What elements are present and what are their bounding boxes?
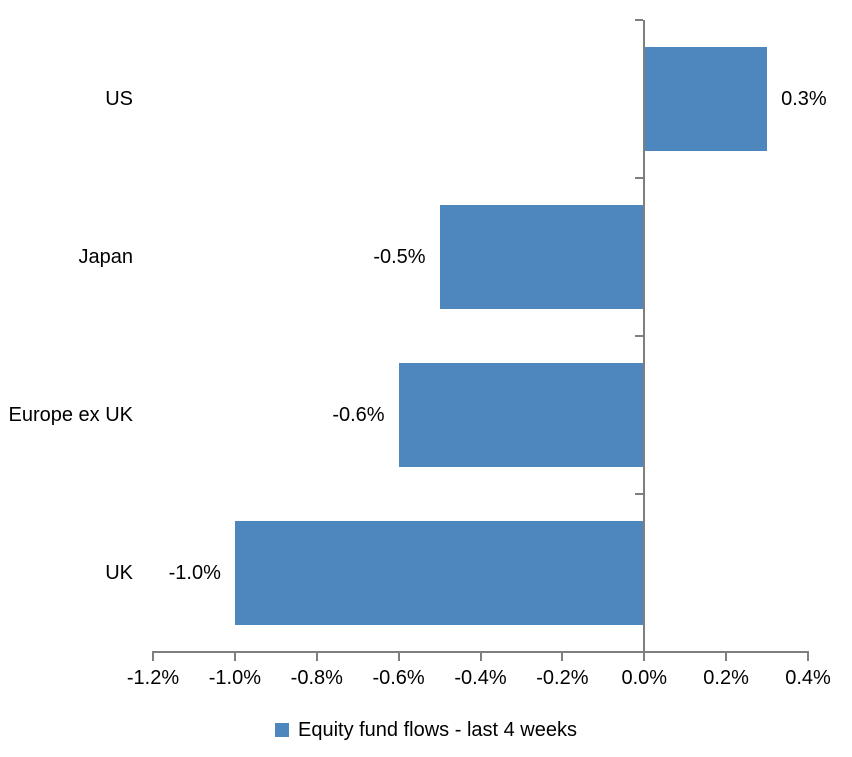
zero-axis-tick [635, 335, 644, 337]
category-label: Europe ex UK [8, 404, 133, 426]
x-tick-label: -1.2% [126, 667, 180, 689]
x-tick-label: -0.6% [372, 667, 425, 689]
x-tick-label: -0.2% [536, 667, 589, 689]
legend: Equity fund flows - last 4 weeks [0, 714, 852, 746]
x-axis-tick [561, 653, 564, 661]
category-label: UK [105, 562, 133, 584]
x-tick-label: -0.8% [290, 667, 343, 689]
zero-axis-tick [635, 19, 644, 21]
x-axis-tick [315, 653, 318, 661]
category-label: US [105, 88, 133, 110]
data-label: -0.6% [332, 404, 385, 426]
legend-label: Equity fund flows - last 4 weeks [297, 718, 577, 741]
x-axis-tick [479, 653, 482, 661]
x-axis-tick [643, 653, 646, 661]
x-tick-label: 0.2% [703, 667, 749, 689]
data-label: 0.3% [781, 88, 827, 110]
x-axis-tick [233, 653, 236, 661]
x-axis-tick [152, 653, 154, 661]
x-axis-tick [397, 653, 400, 661]
zero-axis-line [643, 20, 646, 660]
x-tick-label: -0.4% [454, 667, 507, 689]
zero-axis-tick [635, 493, 644, 495]
bar-uk [234, 521, 645, 625]
x-axis-line [152, 651, 809, 653]
x-tick-label: 0.0% [621, 667, 668, 689]
zero-axis-tick [635, 177, 644, 179]
x-axis-tick [725, 653, 728, 661]
data-label: -0.5% [373, 246, 426, 268]
x-tick-label: 0.4% [785, 667, 831, 689]
bar-us [644, 47, 768, 151]
bar-europe-ex-uk [398, 363, 645, 467]
x-tick-label: -1.0% [208, 667, 262, 689]
x-axis-tick [807, 653, 809, 661]
bar-japan [439, 205, 645, 309]
category-label: Japan [78, 246, 134, 268]
data-label: -1.0% [168, 562, 221, 584]
legend-swatch-icon [274, 723, 289, 737]
